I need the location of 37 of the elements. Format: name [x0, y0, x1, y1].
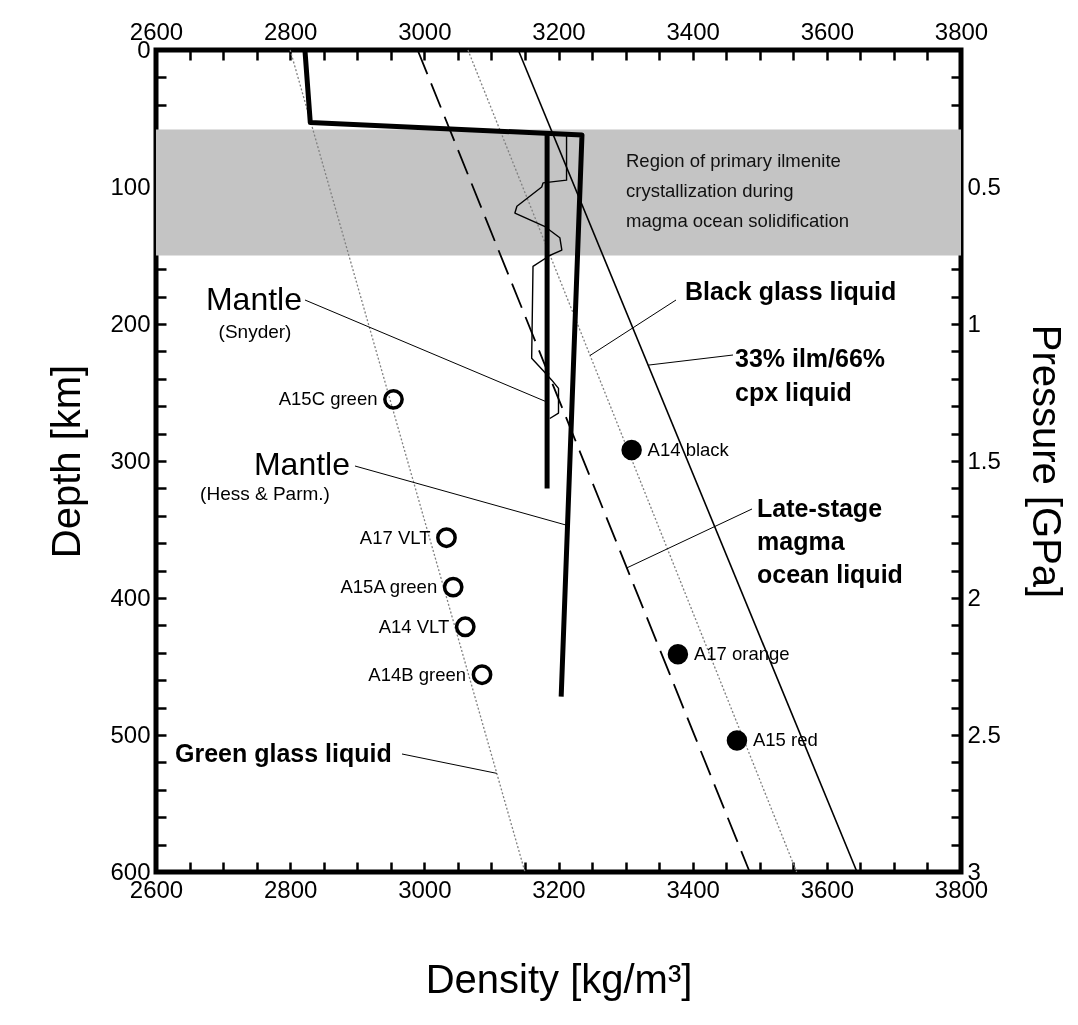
y-tick-label: 200	[110, 309, 151, 337]
annotation: Green glass liquid	[175, 739, 392, 767]
annotation: A17 VLT	[359, 526, 431, 548]
x2-tick-label: 3000	[398, 17, 452, 45]
annotation: A14 black	[647, 439, 730, 461]
x-tick-label: 2800	[263, 875, 318, 903]
x2-tick-label: 3400	[666, 17, 720, 45]
x2-tick-label: 2800	[263, 17, 318, 45]
annotation: Mantle (Hess & Parm.)	[200, 446, 350, 504]
y-axis-title: Depth [km]	[44, 364, 89, 559]
annotation: Late-stage magma ocean liquid	[757, 494, 903, 588]
y-tick-label: 500	[110, 720, 151, 748]
x2-tick-label: 3600	[800, 17, 855, 45]
y2-tick-label: 1	[967, 309, 981, 337]
x-tick-label: 3200	[532, 875, 586, 903]
annotation: A14B green	[368, 663, 467, 685]
x-tick-label: 3000	[398, 875, 452, 903]
y2-tick-label: 2.5	[967, 720, 1001, 748]
x-tick-label: 3600	[800, 875, 855, 903]
y2-tick-label: 2	[967, 583, 981, 611]
annotation: Mantle (Snyder)	[205, 281, 302, 342]
x-axis-title: Density [kg/m³]	[425, 956, 693, 1001]
y2-axis-title: Pressure [GPa]	[1024, 324, 1069, 599]
x2-tick-label: 3200	[532, 17, 586, 45]
y-tick-label: 400	[110, 583, 151, 611]
band-label: Region of primary ilmenite crystallization during magma ocean solidification	[626, 150, 850, 231]
annotation: A15C green	[278, 388, 378, 410]
annotation: Black glass liquid	[685, 277, 897, 305]
y-tick-label: 100	[110, 172, 151, 200]
x2-tick-label: 3800	[934, 17, 989, 45]
annotation: A15A green	[340, 576, 438, 598]
x-tick-label: 3400	[666, 875, 720, 903]
y2-tick-label: 0.5	[967, 172, 1001, 200]
y2-tick-label: 1.5	[967, 446, 1001, 474]
annotation: A14 VLT	[378, 615, 450, 637]
annotation: 33% ilm/66% cpx liquid	[735, 344, 886, 406]
y-tick-label: 300	[110, 446, 151, 474]
